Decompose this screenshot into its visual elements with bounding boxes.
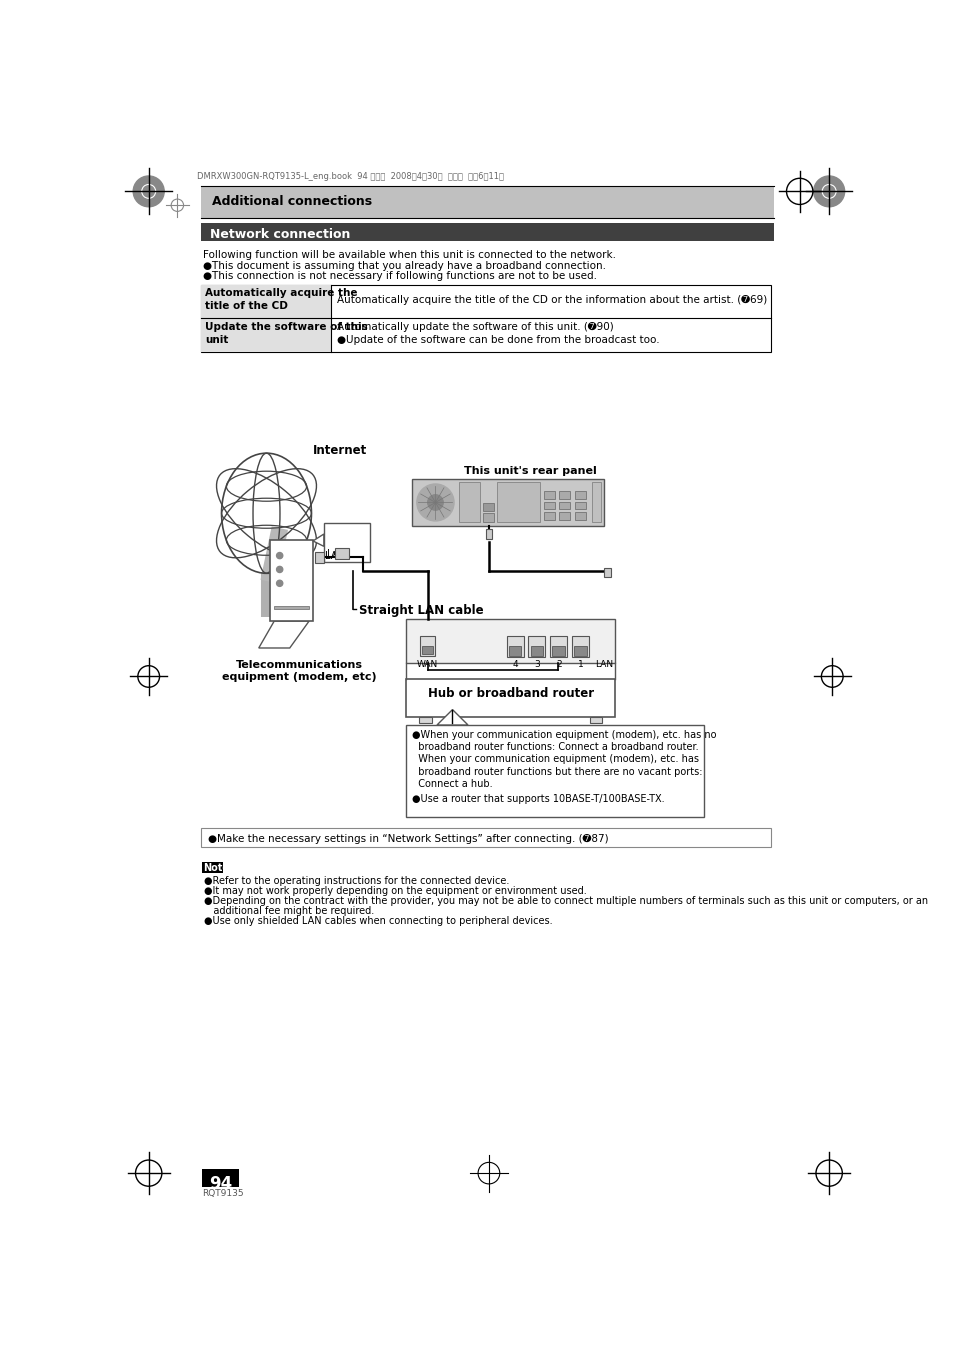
Circle shape bbox=[276, 580, 282, 586]
Text: LAN: LAN bbox=[327, 550, 346, 559]
Text: LAN: LAN bbox=[325, 551, 345, 561]
Text: ●This connection is not necessary if following functions are not to be used.: ●This connection is not necessary if fol… bbox=[203, 272, 597, 281]
Bar bbox=[483, 513, 494, 523]
Text: ●Use only shielded LAN cables when connecting to peripheral devices.: ●Use only shielded LAN cables when conne… bbox=[204, 916, 553, 925]
Bar bbox=[589, 717, 601, 723]
Text: ●Make the necessary settings in “Network Settings” after connecting. (➐87): ●Make the necessary settings in “Network… bbox=[208, 834, 608, 843]
Text: 3: 3 bbox=[534, 661, 539, 669]
Bar bbox=[270, 540, 313, 621]
Bar bbox=[200, 186, 773, 219]
Bar bbox=[497, 482, 539, 523]
Polygon shape bbox=[436, 709, 468, 725]
Bar bbox=[406, 619, 615, 663]
Bar bbox=[575, 490, 585, 499]
Text: additional fee might be required.: additional fee might be required. bbox=[204, 907, 375, 916]
Bar bbox=[550, 636, 567, 657]
Bar bbox=[558, 512, 570, 520]
Bar bbox=[202, 862, 223, 873]
Bar bbox=[418, 717, 431, 723]
Text: ●When your communication equipment (modem), etc. has no
  broadband router funct: ●When your communication equipment (mode… bbox=[412, 730, 716, 789]
Bar bbox=[592, 482, 600, 523]
Bar bbox=[335, 549, 348, 559]
Circle shape bbox=[416, 484, 454, 521]
Bar bbox=[200, 319, 331, 353]
Bar bbox=[506, 636, 523, 657]
Text: Telecommunications
equipment (modem, etc): Telecommunications equipment (modem, etc… bbox=[222, 659, 376, 682]
Text: Additional connections: Additional connections bbox=[212, 196, 372, 208]
Text: ●Refer to the operating instructions for the connected device.: ●Refer to the operating instructions for… bbox=[204, 875, 509, 886]
Text: 4: 4 bbox=[512, 661, 517, 669]
Text: Hub or broadband router: Hub or broadband router bbox=[427, 686, 593, 700]
Bar bbox=[528, 636, 545, 657]
Bar bbox=[202, 1169, 239, 1188]
Text: This unit's rear panel: This unit's rear panel bbox=[463, 466, 596, 477]
Circle shape bbox=[276, 566, 282, 573]
Text: Following function will be available when this unit is connected to the network.: Following function will be available whe… bbox=[203, 250, 616, 259]
Bar bbox=[406, 725, 703, 817]
Text: Update the software of this
unit: Update the software of this unit bbox=[205, 323, 368, 345]
Bar bbox=[509, 646, 521, 655]
Bar bbox=[575, 501, 585, 509]
Bar bbox=[200, 828, 770, 847]
Circle shape bbox=[813, 176, 843, 207]
Text: Straight LAN cable: Straight LAN cable bbox=[359, 604, 483, 617]
Circle shape bbox=[427, 494, 443, 511]
Bar bbox=[200, 285, 770, 353]
Bar bbox=[314, 551, 323, 563]
Text: 94: 94 bbox=[209, 1174, 233, 1193]
Bar bbox=[458, 482, 480, 523]
Text: Network connection: Network connection bbox=[210, 228, 350, 242]
Bar bbox=[571, 636, 588, 657]
Text: 2: 2 bbox=[556, 661, 561, 669]
Bar bbox=[200, 285, 331, 319]
Bar bbox=[412, 478, 604, 527]
Bar bbox=[200, 223, 773, 242]
Text: Automatically acquire the
title of the CD: Automatically acquire the title of the C… bbox=[205, 288, 357, 311]
Text: DMRXW300GN-RQT9135-L_eng.book  94 ページ  2008年4月30日  水曜日  午後6時11分: DMRXW300GN-RQT9135-L_eng.book 94 ページ 200… bbox=[196, 172, 503, 181]
Text: ●Depending on the contract with the provider, you may not be able to connect mul: ●Depending on the contract with the prov… bbox=[204, 896, 927, 907]
Bar bbox=[575, 512, 585, 520]
Text: ●It may not work properly depending on the equipment or environment used.: ●It may not work properly depending on t… bbox=[204, 886, 587, 896]
Circle shape bbox=[133, 176, 164, 207]
Text: WAN: WAN bbox=[416, 659, 437, 669]
Polygon shape bbox=[258, 621, 309, 648]
Bar bbox=[558, 490, 570, 499]
Bar bbox=[543, 501, 555, 509]
Bar bbox=[422, 646, 433, 654]
Circle shape bbox=[276, 553, 282, 559]
Bar bbox=[543, 512, 555, 520]
Bar bbox=[530, 646, 542, 655]
Bar bbox=[604, 567, 610, 577]
Bar bbox=[552, 646, 564, 655]
Text: ●This document is assuming that you already have a broadband connection.: ●This document is assuming that you alre… bbox=[203, 261, 605, 270]
Text: Note: Note bbox=[203, 863, 229, 873]
Text: Automatically update the software of this unit. (➐90)
●Update of the software ca: Automatically update the software of thi… bbox=[336, 323, 659, 345]
Bar bbox=[543, 490, 555, 499]
Text: RQT9135: RQT9135 bbox=[202, 1189, 244, 1198]
Bar bbox=[323, 523, 370, 562]
Polygon shape bbox=[313, 534, 323, 546]
Text: 1: 1 bbox=[577, 661, 582, 669]
Bar bbox=[574, 646, 586, 655]
Text: Automatically acquire the title of the CD or the information about the artist. (: Automatically acquire the title of the C… bbox=[336, 296, 766, 305]
Text: ●Use a router that supports 10BASE-T/100BASE-TX.: ●Use a router that supports 10BASE-T/100… bbox=[412, 794, 664, 804]
Text: LAN: LAN bbox=[595, 661, 613, 669]
Bar bbox=[483, 503, 494, 511]
Text: Internet: Internet bbox=[313, 444, 367, 457]
Bar bbox=[406, 678, 615, 717]
Bar bbox=[419, 636, 435, 655]
Bar bbox=[485, 530, 492, 539]
Bar bbox=[558, 501, 570, 509]
Bar bbox=[274, 605, 309, 609]
